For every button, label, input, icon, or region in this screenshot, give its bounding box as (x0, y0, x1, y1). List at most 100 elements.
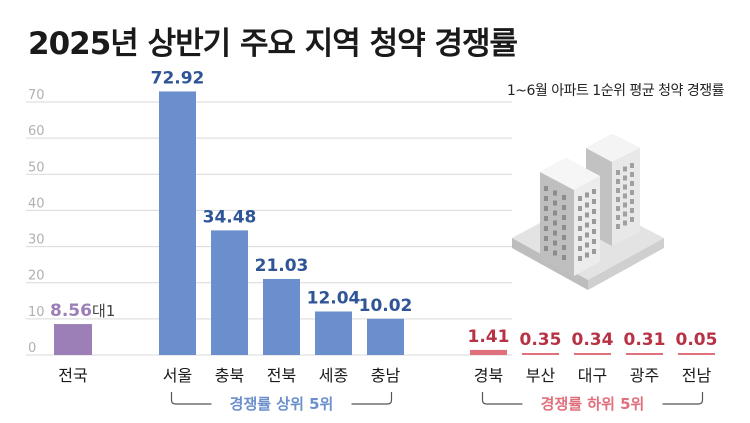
window (544, 246, 548, 251)
window (630, 217, 634, 222)
bar-세종 (315, 311, 352, 355)
window (544, 226, 548, 231)
category-label: 광주 (630, 366, 659, 385)
category-label: 전북 (267, 366, 296, 385)
window (578, 206, 582, 211)
window (553, 210, 557, 216)
window (592, 219, 596, 224)
y-tick-label: 50 (28, 160, 45, 175)
y-tick-label: 10 (28, 305, 45, 320)
window (578, 216, 582, 221)
window (553, 250, 557, 256)
bar-부산 (522, 353, 559, 355)
y-tick-label: 30 (28, 233, 45, 248)
group-label: 경쟁률 상위 5위 (230, 395, 334, 413)
window (592, 249, 596, 254)
window (544, 206, 548, 211)
data-label: 34.48 (203, 207, 257, 227)
data-label: 1.41 (468, 327, 510, 347)
window (616, 197, 620, 202)
category-label: 전남 (682, 366, 712, 385)
bar-전북 (263, 278, 300, 355)
window (616, 215, 620, 220)
window (585, 222, 589, 228)
window (630, 190, 634, 195)
data-label: 10.02 (359, 296, 413, 316)
data-label: 21.03 (255, 256, 309, 276)
window (553, 240, 557, 246)
category-label: 경북 (474, 366, 503, 385)
bar-충북 (211, 230, 248, 355)
data-label: 0.31 (624, 330, 666, 350)
window (623, 211, 627, 217)
bar-전국 (54, 324, 92, 355)
window (578, 256, 582, 261)
window (562, 205, 566, 210)
y-tick-label: 40 (28, 196, 45, 211)
data-label: 72.92 (151, 68, 205, 88)
window (562, 255, 566, 260)
category-label: 서울 (163, 366, 192, 385)
window (544, 216, 548, 221)
window (630, 208, 634, 213)
window (630, 172, 634, 177)
category-label: 충남 (371, 366, 401, 385)
group-bracket (170, 392, 212, 405)
bar-경북 (470, 349, 507, 355)
window (616, 170, 620, 175)
window (553, 190, 557, 196)
y-tick-label: 60 (28, 124, 45, 139)
window (630, 199, 634, 204)
window (562, 235, 566, 240)
y-tick-label: 0 (28, 341, 36, 356)
apartment-building-icon (512, 134, 664, 290)
window (630, 163, 634, 168)
window (630, 181, 634, 186)
window (585, 212, 589, 218)
window (578, 236, 582, 241)
window (544, 186, 548, 191)
window (553, 220, 557, 226)
window (592, 229, 596, 234)
window (616, 179, 620, 184)
window (585, 192, 589, 198)
category-label: 세종 (319, 366, 348, 385)
window (592, 199, 596, 204)
bar-전남 (678, 353, 715, 355)
category-label: 충북 (215, 366, 244, 385)
window (623, 184, 627, 190)
category-label: 대구 (578, 366, 607, 385)
window (544, 236, 548, 241)
window (562, 195, 566, 200)
y-tick-label: 20 (28, 269, 45, 284)
window (585, 252, 589, 258)
window (553, 200, 557, 206)
data-label: 0.34 (572, 330, 614, 350)
bar-서울 (159, 91, 196, 355)
window (553, 230, 557, 236)
window (623, 175, 627, 181)
window (562, 245, 566, 250)
window (592, 189, 596, 194)
y-tick-label: 70 (28, 88, 45, 103)
window (578, 226, 582, 231)
window (623, 220, 627, 226)
window (562, 215, 566, 220)
group-bracket (351, 392, 393, 405)
window (578, 246, 582, 251)
window (585, 232, 589, 238)
bar-대구 (574, 353, 611, 355)
window (623, 193, 627, 199)
data-label: 0.35 (520, 330, 562, 350)
chart-subtitle: 1~6월 아파트 1순위 평균 청약 경쟁률 (506, 83, 725, 99)
data-label: 0.05 (676, 330, 718, 350)
window (592, 239, 596, 244)
chart-title: 2025년 상반기 주요 지역 청약 경쟁률 (28, 26, 518, 62)
group-label: 경쟁률 하위 5위 (541, 395, 645, 413)
category-label: 전국 (58, 366, 87, 385)
window (578, 196, 582, 201)
category-label: 부산 (526, 366, 556, 385)
window (585, 242, 589, 248)
window (623, 202, 627, 208)
